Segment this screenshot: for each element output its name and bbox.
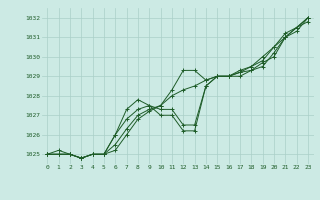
Text: Graphe pression niveau de la mer (hPa): Graphe pression niveau de la mer (hPa) [58, 184, 262, 194]
